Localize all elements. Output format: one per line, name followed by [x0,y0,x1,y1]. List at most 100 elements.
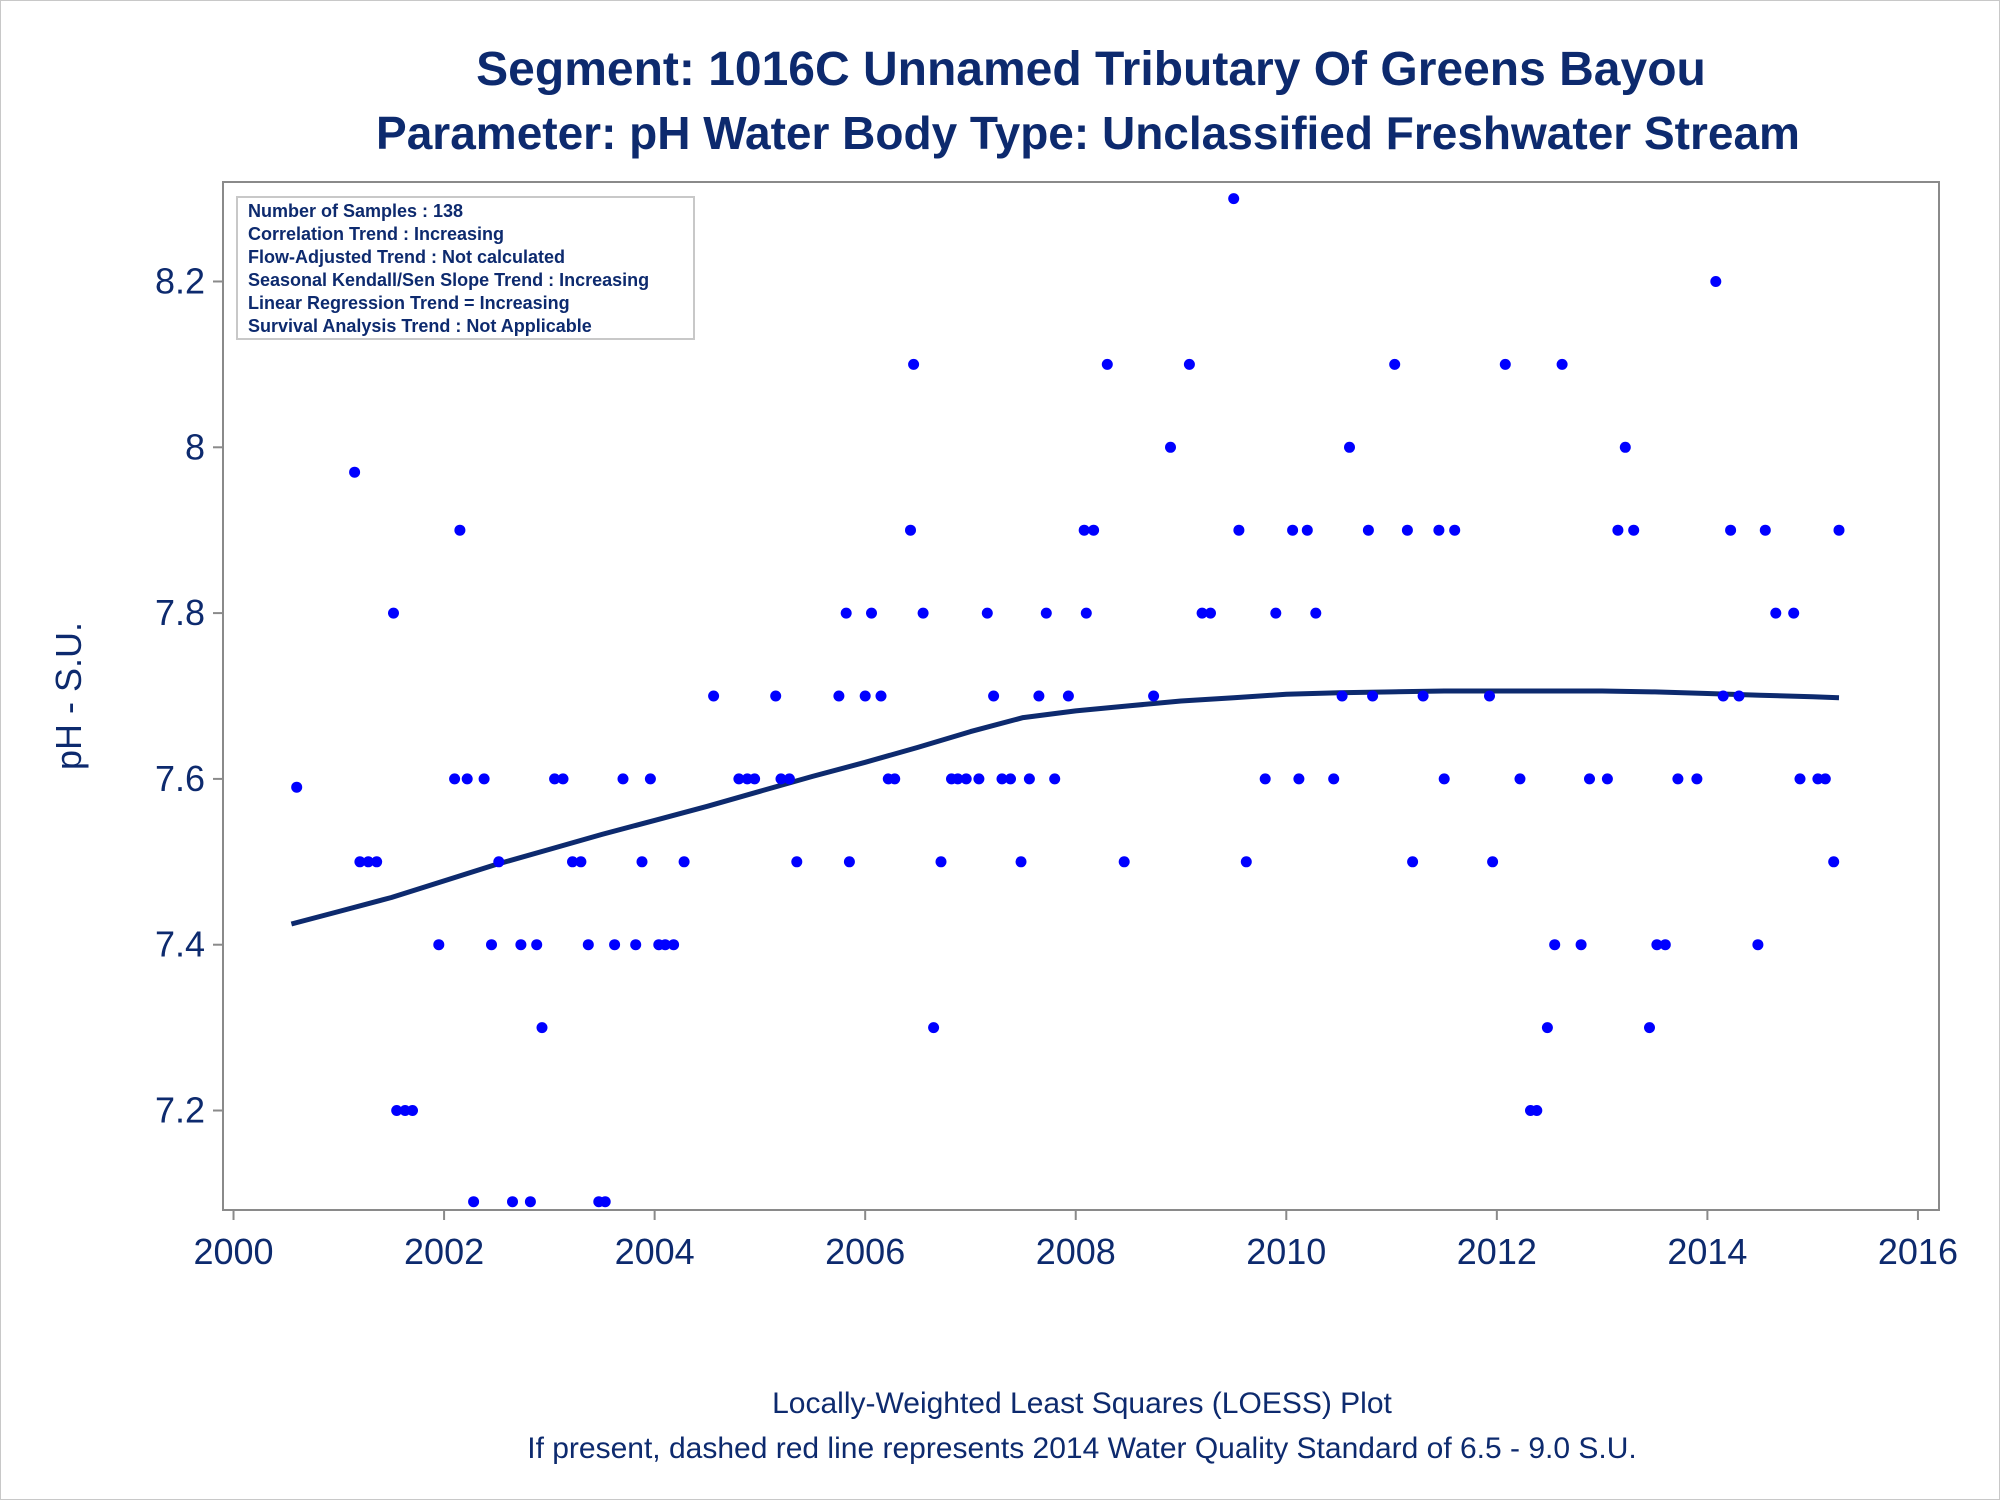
data-point [1005,773,1016,785]
data-point [1612,524,1624,536]
data-point [1794,773,1806,785]
data-point [575,856,587,868]
data-point [1725,524,1737,536]
data-point [1080,607,1092,619]
x-tick-label: 2014 [1667,1231,1747,1272]
data-point [988,690,1000,702]
data-point [1788,607,1800,619]
data-point [866,607,877,619]
data-point [1717,690,1729,702]
chart-subtitle: Parameter: pH Water Body Type: Unclassif… [376,107,1800,159]
data-point [1828,856,1840,868]
y-axis-label: pH - S.U. [48,622,89,770]
data-point [407,1105,418,1116]
data-point [791,856,803,868]
data-point [1228,193,1240,205]
x-tick-label: 2012 [1457,1231,1537,1272]
data-point [770,690,782,702]
y-tick-label: 7.4 [155,924,205,965]
data-point [567,856,578,868]
data-point [1367,690,1379,702]
loess-trend-layer [290,688,1840,927]
x-tick-label: 2008 [1036,1231,1116,1272]
data-point [1033,690,1045,702]
x-tick-label: 2010 [1246,1231,1326,1272]
data-point [1259,773,1271,785]
data-point [733,773,745,785]
data-point [493,856,505,868]
y-tick-label: 7.8 [155,592,205,633]
stats-linear-regression-trend: Linear Regression Trend = Increasing [248,293,570,313]
data-point [478,773,490,785]
loess-trend-line [290,688,1840,927]
data-point [617,773,629,785]
data-point [549,773,561,785]
data-point [843,856,855,868]
data-point [889,773,901,785]
data-point [531,939,543,951]
data-point [973,773,985,785]
data-point [391,1105,403,1116]
data-point [908,358,920,370]
data-point [1336,690,1348,702]
data-point [1601,773,1613,785]
data-point [708,690,720,702]
data-point [1328,773,1340,785]
stats-inset-box [236,196,695,340]
data-point [507,1196,518,1208]
data-point [1449,524,1461,536]
data-point [468,1196,480,1208]
x-axis: 2000 2002 2004 2006 2008 2010 2012 2014 2016 [193,1210,1958,1272]
x-tick-label: 2006 [825,1231,905,1272]
data-point [668,939,680,951]
data-point [1575,939,1587,951]
y-tick-label: 8.2 [155,260,205,301]
data-point [536,1022,548,1034]
data-point [749,773,761,785]
data-point [1770,607,1782,619]
data-point [1487,856,1499,868]
data-point [291,781,303,793]
stats-samples: Number of Samples : 138 [248,201,463,221]
data-point [1287,524,1299,536]
x-tick-label: 2004 [615,1231,695,1272]
data-point [1407,856,1419,868]
data-point [1183,358,1195,370]
data-point [833,690,845,702]
stats-flow-adjusted-trend: Flow-Adjusted Trend : Not calculated [248,247,565,267]
data-point [1344,441,1355,453]
data-point [1015,856,1027,868]
data-point [1165,441,1176,453]
data-point [1040,607,1052,619]
data-point [1541,1022,1553,1034]
data-point [1148,690,1160,702]
data-point [1240,856,1252,868]
data-point [599,1196,611,1208]
x-tick-label: 2016 [1878,1231,1958,1272]
y-axis: 7.2 7.4 7.6 7.8 8 8.2 [155,260,223,1131]
data-point [1023,773,1035,785]
data-point [461,773,473,785]
data-point [952,773,964,785]
data-point [433,939,445,951]
data-point [636,856,648,868]
data-point [1310,607,1322,619]
data-point [1499,358,1511,370]
data-point [1088,524,1100,536]
data-point [557,773,569,785]
data-point [1549,939,1561,951]
data-point [775,773,787,785]
data-point [1401,524,1413,536]
data-point [1691,773,1703,785]
data-point [1584,773,1595,785]
data-point [515,939,527,951]
data-point [644,773,656,785]
data-point [1514,773,1526,785]
data-point [1417,690,1429,702]
data-point [1270,607,1282,619]
data-point [609,939,621,951]
data-point [371,856,383,868]
data-point [1651,939,1663,951]
stats-survival-analysis-trend: Survival Analysis Trend : Not Applicable [248,316,592,336]
data-point [1078,524,1090,536]
